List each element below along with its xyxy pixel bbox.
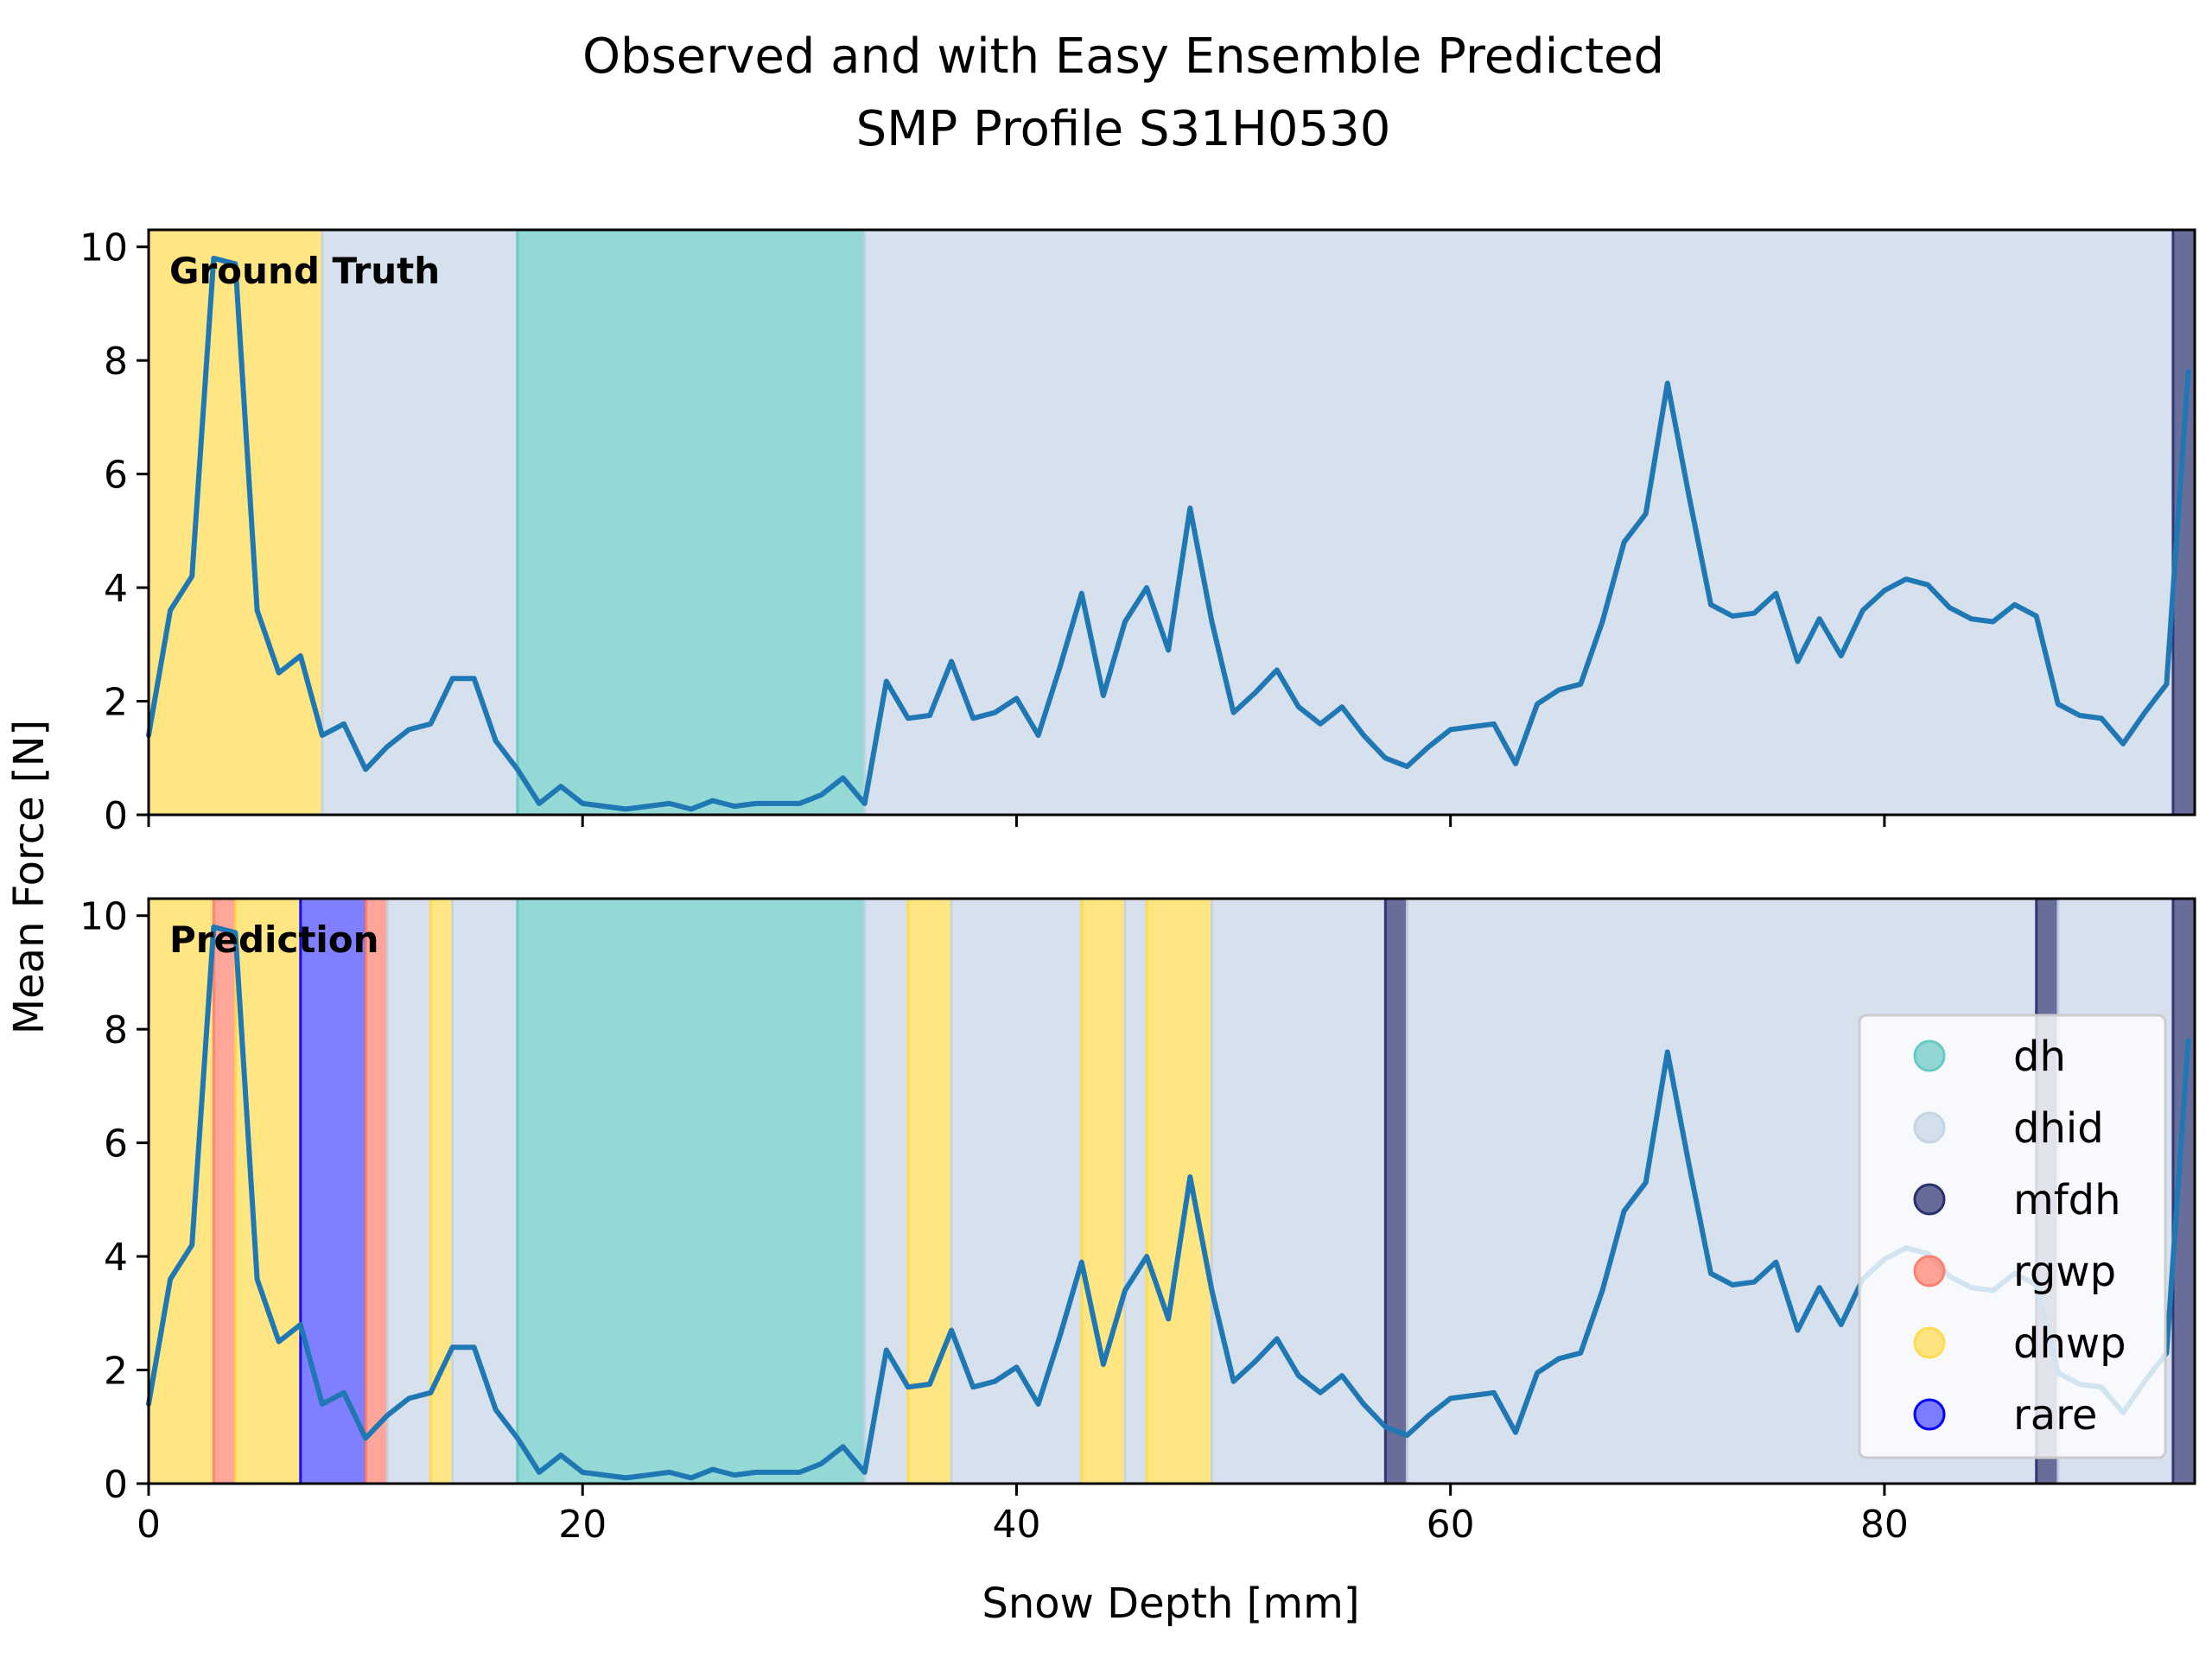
ground-truth-y-tick-label: 0 [104, 794, 128, 838]
ground-truth-y-tick-label: 2 [104, 681, 128, 725]
prediction-segment-rgwp [212, 897, 237, 1485]
prediction-segment-dhid [1123, 897, 1148, 1485]
legend-box [1858, 1014, 2167, 1459]
prediction-segment-dhwp [906, 897, 953, 1485]
legend-marker-dhid [1913, 1111, 1946, 1144]
x-tick-label: 40 [992, 1503, 1040, 1547]
x-tick-label: 80 [1860, 1503, 1909, 1547]
ground-truth-y-tick-label: 6 [104, 454, 128, 498]
legend: dh dhid mfdh rgwp dhwp rare [1858, 1014, 2167, 1459]
ground-truth-segment-dhwp [147, 228, 324, 817]
legend-label-rare: rare [2013, 1391, 2097, 1440]
prediction-segment-dhwp [233, 897, 302, 1485]
prediction-segment-dh [516, 897, 867, 1485]
x-axis-label: Snow Depth [mm] [982, 1580, 1359, 1628]
y-axis-label: Mean Force [N] [5, 720, 54, 1035]
prediction-segment-dhid [451, 897, 519, 1485]
legend-label-rgwp: rgwp [2013, 1248, 2116, 1296]
legend-marker-rare [1913, 1398, 1946, 1431]
ground-truth-y-tick-label: 10 [79, 226, 128, 270]
prediction-y-tick-label: 4 [104, 1236, 128, 1280]
ground-truth-segment-dh [516, 228, 867, 817]
ground-truth-panel: 0 2 4 6 8 10 Ground Truth [79, 226, 2196, 838]
legend-label-dh: dh [2013, 1033, 2066, 1081]
prediction-panel-label: Prediction [169, 918, 379, 961]
legend-marker-dhwp [1913, 1326, 1946, 1359]
prediction-frame [147, 897, 2196, 1485]
chart-title-line-2: SMP Profile S31H0530 [856, 101, 1391, 157]
prediction-segment-dhid [385, 897, 432, 1485]
legend-marker-mfdh [1913, 1183, 1946, 1216]
ground-truth-frame [147, 228, 2196, 817]
chart-title-line-1: Observed and with Easy Ensemble Predicte… [582, 29, 1664, 85]
prediction-segment-dhwp [429, 897, 454, 1485]
ground-truth-force-line [146, 255, 2191, 812]
ground-truth-segment-dhid [863, 228, 2175, 817]
prediction-segment-rgwp [364, 897, 389, 1485]
legend-label-dhid: dhid [2013, 1104, 2104, 1153]
legend-marker-rgwp [1913, 1255, 1946, 1287]
prediction-segment-dhwp [147, 897, 215, 1485]
prediction-segment-dhwp [1080, 897, 1127, 1485]
prediction-y-tick-label: 10 [79, 895, 128, 939]
x-tick-label: 0 [137, 1503, 161, 1547]
prediction-force-line [146, 924, 2191, 1481]
x-tick-label: 20 [558, 1503, 607, 1547]
ground-truth-y-tick-label: 4 [104, 567, 128, 611]
prediction-y-tick-label: 6 [104, 1122, 128, 1166]
prediction-y-tick-label: 0 [104, 1463, 128, 1507]
legend-label-dhwp: dhwp [2013, 1319, 2126, 1368]
prediction-segment-mfdh [1383, 897, 1408, 1485]
x-tick-label: 60 [1427, 1503, 1475, 1547]
prediction-segment-dhid [950, 897, 1084, 1485]
ground-truth-y-tick-label: 8 [104, 340, 128, 384]
prediction-segment-dhid [863, 897, 910, 1485]
prediction-segment-dhid [1210, 897, 1387, 1485]
prediction-y-tick-label: 8 [104, 1008, 128, 1052]
legend-label-mfdh: mfdh [2013, 1176, 2121, 1224]
prediction-y-tick-label: 2 [104, 1350, 128, 1394]
legend-marker-dh [1913, 1039, 1946, 1072]
prediction-segment-dhwp [1145, 897, 1213, 1485]
ground-truth-panel-label: Ground Truth [169, 250, 440, 292]
